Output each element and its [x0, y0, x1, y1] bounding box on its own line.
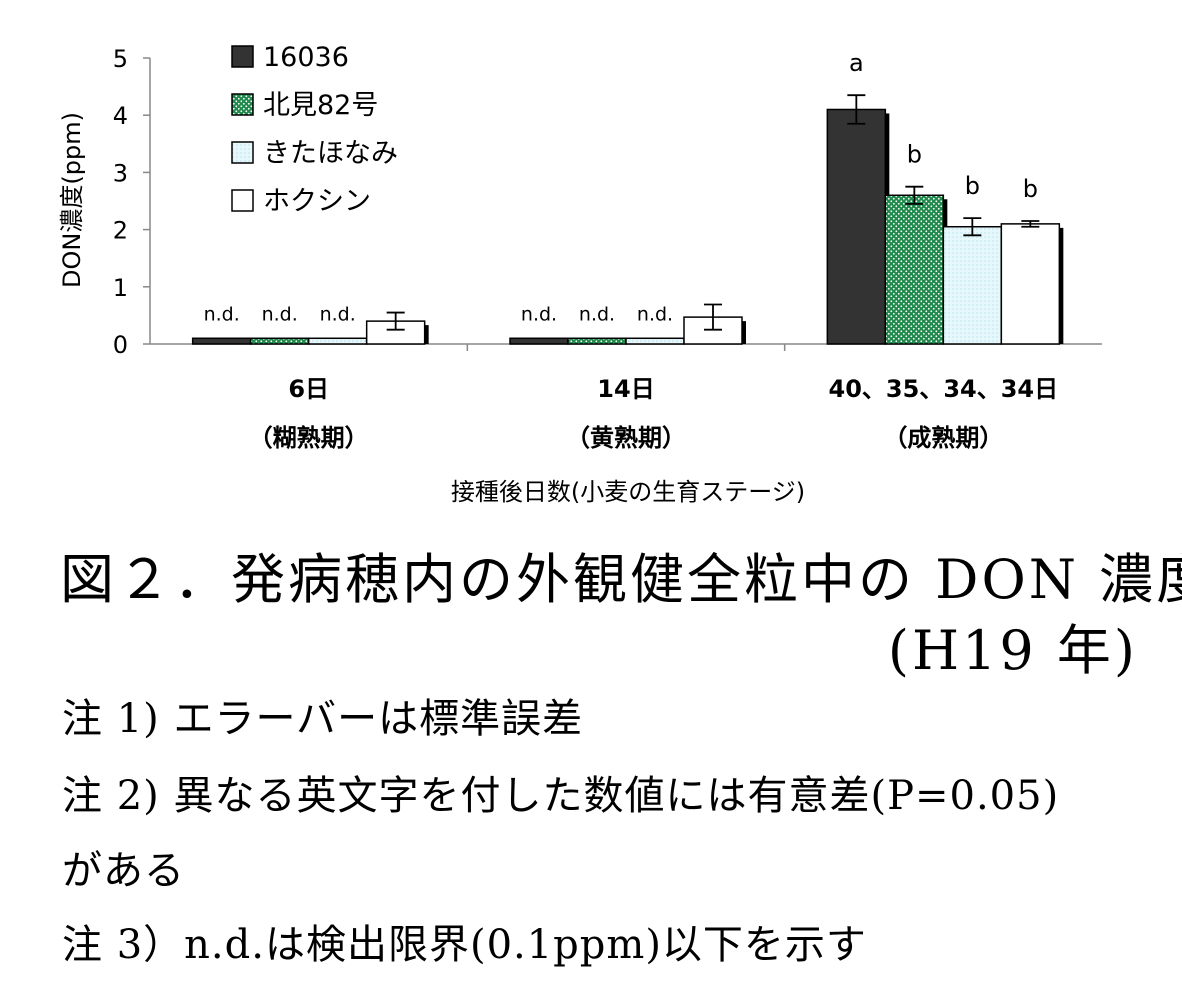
note-2-continued: がある — [62, 848, 185, 894]
bar — [826, 108, 887, 345]
nd-label: n.d. — [521, 303, 557, 325]
bar — [625, 337, 685, 345]
category-stage-label-3: （成熟期） — [883, 424, 1003, 452]
bar — [942, 225, 1003, 345]
significance-label: b — [907, 141, 922, 169]
y-tick-label: 2 — [113, 217, 128, 245]
nd-label: n.d. — [262, 303, 298, 325]
legend-label: ホクシン — [263, 186, 371, 217]
bar — [884, 194, 945, 345]
legend-swatch — [231, 189, 254, 212]
nd-label: n.d. — [579, 303, 615, 325]
nd-label: n.d. — [204, 303, 240, 325]
note-3: 注 3）n.d.は検出限界(0.1ppm)以下を示す — [62, 922, 867, 968]
significance-label: a — [849, 49, 864, 77]
bar — [509, 337, 569, 345]
legend-swatch — [231, 93, 254, 116]
category-label-2: 14日 — [597, 375, 654, 403]
legend-label: 北見82号 — [263, 90, 378, 121]
legend-swatch — [231, 141, 254, 164]
legend-swatch — [231, 45, 254, 68]
y-tick-label: 0 — [113, 331, 128, 359]
legend-label: 16036 — [263, 42, 349, 73]
note-1: 注 1) エラーバーは標準誤差 — [62, 696, 584, 742]
y-tick-label: 5 — [113, 45, 128, 73]
bar — [249, 337, 310, 345]
note-2: 注 2) 異なる英文字を付した数値には有意差(P=0.05) — [62, 773, 1060, 819]
figure-caption-year: (H19 年) — [887, 619, 1138, 682]
legend-label: きたほなみ — [263, 138, 398, 169]
significance-label: b — [965, 172, 980, 200]
y-axis-title: DON濃度(ppm) — [58, 112, 86, 288]
figure-caption: 図２．発病穂内の外観健全粒中の DON 濃度 — [60, 548, 1182, 611]
category-stage-label-1: （糊熟期） — [249, 424, 369, 452]
bar — [307, 337, 368, 345]
nd-label: n.d. — [637, 303, 673, 325]
y-tick-label: 3 — [113, 159, 128, 187]
significance-label: b — [1023, 175, 1038, 203]
bar — [567, 337, 627, 345]
category-stage-label-2: （黄熟期） — [566, 424, 686, 452]
bar — [191, 337, 252, 345]
y-tick-label: 1 — [113, 274, 128, 302]
don-bar-chart: DON濃度(ppm) 接種後日数(小麦の生育ステージ) 0 1 2 3 4 5 6日 （糊熟期… — [58, 42, 1102, 506]
bar — [1000, 223, 1061, 345]
nd-label: n.d. — [320, 303, 356, 325]
category-label-1: 6日 — [288, 375, 329, 403]
x-axis-title: 接種後日数(小麦の生育ステージ) — [451, 478, 805, 506]
y-tick-label: 4 — [113, 102, 128, 130]
category-label-3: 40、35、34、34日 — [829, 375, 1059, 403]
